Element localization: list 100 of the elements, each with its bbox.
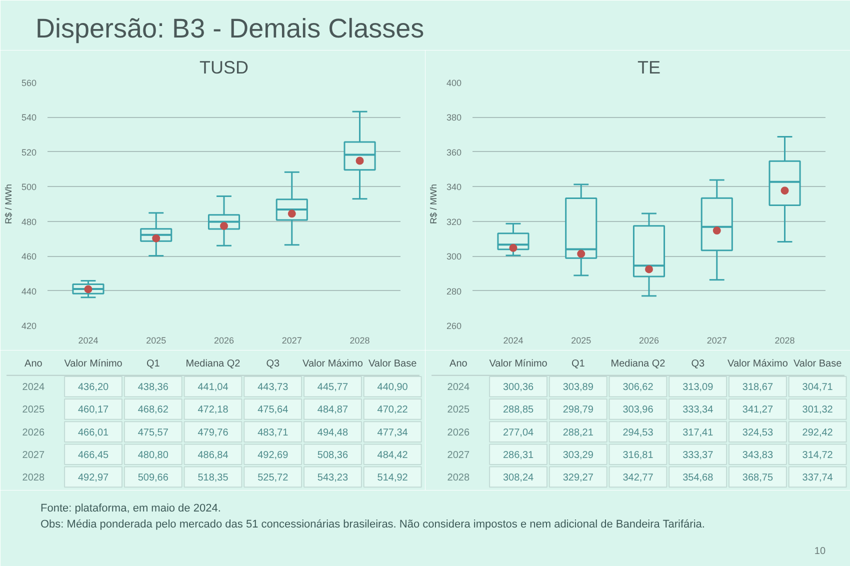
data-label: 518,35 <box>198 472 229 484</box>
data-label: 509,66 <box>138 472 169 484</box>
text: Obs: Média ponderada pelo mercado das 51 concessionárias brasileiras. Não considera impostos e nem adicional de Bandeira Tarifária. <box>40 518 705 530</box>
x-tick-label: Mediana Q2 <box>186 358 241 370</box>
data-label: 492,69 <box>258 450 289 461</box>
data-label: 324,53 <box>742 427 774 438</box>
y-tick-label: 500 <box>21 182 37 192</box>
x-tick-label: 2027 <box>706 336 727 346</box>
y-tick-label: 520 <box>21 147 37 158</box>
x-tick-label: Valor Mínimo <box>489 358 548 370</box>
y-tick-label: 560 <box>21 78 37 88</box>
y-tick-label: 420 <box>21 321 37 331</box>
x-tick-label: 2028 <box>774 336 795 346</box>
y-tick-label: 2025 <box>447 404 470 416</box>
y-tick-label: 400 <box>446 78 462 88</box>
data-label: 445,77 <box>317 382 348 394</box>
data-label: 472,18 <box>198 404 229 416</box>
data-label: 329,27 <box>562 472 594 484</box>
y-tick-label: 340 <box>446 182 462 192</box>
y-tick-label: 2027 <box>447 450 470 461</box>
y-tick-label: 260 <box>446 321 462 331</box>
y-tick-label: 2026 <box>447 427 470 438</box>
data-label: 368,75 <box>742 472 774 484</box>
data-label: 514,92 <box>377 472 408 484</box>
x-tick-label: 2025 <box>146 336 166 346</box>
y-tick-label: 300 <box>446 252 462 262</box>
data-label: 333,37 <box>682 450 714 461</box>
data-label: 475,57 <box>138 427 169 438</box>
y-tick-label: 2024 <box>22 382 45 394</box>
data-label: 308,24 <box>502 472 534 484</box>
x-tick-label: 2025 <box>571 336 592 346</box>
data-label: 470,22 <box>377 404 408 416</box>
data-label: 316,81 <box>622 450 654 461</box>
data-label: 484,42 <box>377 450 408 461</box>
data-label: 277,04 <box>502 427 534 438</box>
y-tick-label: 360 <box>446 147 462 158</box>
x-tick-label: Valor Base <box>368 358 418 370</box>
data-label: 466,01 <box>78 427 110 438</box>
y-tick-label: 2028 <box>22 472 45 484</box>
y-tick-label: 480 <box>21 216 37 227</box>
source-note: Fonte: plataforma, em maio de 2024. <box>40 502 221 514</box>
y-axis-title: Ano <box>24 358 43 370</box>
data-label: 354,68 <box>682 472 714 484</box>
data-label: 477,34 <box>377 427 408 438</box>
x-tick-label: Q3 <box>691 358 705 370</box>
y-tick-label: 2026 <box>22 427 45 438</box>
text: 10 <box>814 546 826 557</box>
data-label: 443,73 <box>258 382 289 394</box>
y-axis-title: R$ / MWh <box>428 184 438 224</box>
data-label: 304,71 <box>802 382 834 394</box>
data-label: 294,53 <box>622 427 654 438</box>
data-label: 313,09 <box>682 382 714 394</box>
data-label: 341,27 <box>742 404 774 416</box>
x-tick-label: 2027 <box>282 336 302 346</box>
data-label: 494,48 <box>317 427 348 438</box>
data-label: 306,62 <box>622 382 654 394</box>
data-label: 333,34 <box>682 404 714 416</box>
data-label: 303,96 <box>622 404 654 416</box>
x-tick-label: 2024 <box>503 336 524 346</box>
y-tick-label: 280 <box>446 286 462 296</box>
y-tick-label: 440 <box>21 286 37 296</box>
x-tick-label: 2026 <box>214 336 234 346</box>
x-tick-label: Q3 <box>266 358 280 370</box>
x-tick-label: Valor Máximo <box>728 358 788 370</box>
chart-subtitle: TUSD <box>200 58 248 78</box>
data-label: 441,04 <box>198 382 229 394</box>
data-label: 337,74 <box>802 472 834 484</box>
x-tick-label: Mediana Q2 <box>610 358 666 370</box>
chart-title: Dispersão: B3 - Demais Classes <box>36 14 424 44</box>
data-label: 298,79 <box>562 404 594 416</box>
data-label: 543,23 <box>317 472 348 484</box>
data-label: 480,80 <box>138 450 169 461</box>
x-tick-label: Valor Base <box>793 358 842 370</box>
y-tick-label: 540 <box>21 112 37 123</box>
data-label: 317,41 <box>682 427 714 438</box>
data-label: 303,29 <box>562 450 594 461</box>
data-label: 318,67 <box>742 382 774 394</box>
chart-title: TE <box>638 58 661 78</box>
data-label: 343,83 <box>742 450 774 461</box>
data-label: 342,77 <box>622 472 654 484</box>
data-label: 288,85 <box>502 404 534 416</box>
x-tick-label: 2024 <box>78 336 98 346</box>
data-label: 436,20 <box>78 382 110 394</box>
data-label: 460,17 <box>78 404 110 416</box>
y-tick-label: 320 <box>446 216 462 227</box>
data-label: 475,64 <box>258 404 289 416</box>
x-tick-label: Valor Máximo <box>302 358 364 370</box>
y-tick-label: 460 <box>21 252 37 262</box>
x-tick-label: 2028 <box>350 336 370 346</box>
data-label: 492,97 <box>78 472 110 484</box>
data-label: 525,72 <box>258 472 289 484</box>
data-label: 486,84 <box>198 450 229 461</box>
y-tick-label: 2028 <box>447 472 470 484</box>
x-tick-label: Valor Mínimo <box>64 358 123 370</box>
data-label: 288,21 <box>562 427 594 438</box>
y-tick-label: 2027 <box>22 450 45 461</box>
data-label: 484,87 <box>317 404 348 416</box>
data-label: 466,45 <box>78 450 110 461</box>
data-label: 292,42 <box>802 427 834 438</box>
y-axis-title: Ano <box>450 358 468 370</box>
